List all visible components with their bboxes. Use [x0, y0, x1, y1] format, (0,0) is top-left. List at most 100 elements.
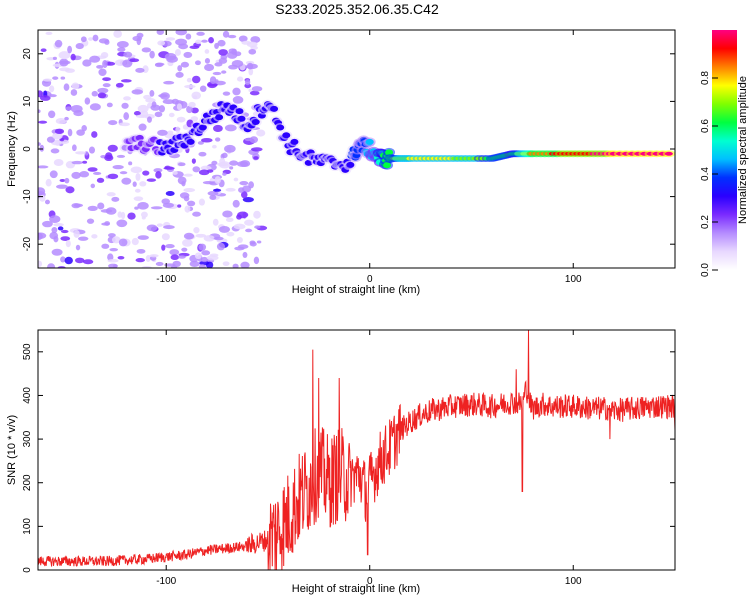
snr-ytick-label: 500 [22, 343, 33, 360]
spectrogram-noise-blob [201, 39, 208, 43]
spectrogram-ridge-blob [186, 138, 195, 145]
spectrogram-noise-blob [108, 233, 116, 238]
spectrogram-noise-blob [250, 36, 261, 44]
spectrogram-noise-blob [139, 181, 147, 187]
spectrogram-noise-blob [54, 39, 63, 48]
spectrogram-noise-blob [89, 55, 101, 63]
spectrogram-noise-blob [184, 205, 191, 213]
spectrogram-noise-blob [221, 152, 228, 159]
spectrogram-noise-blob [209, 76, 217, 84]
spectrogram-noise-blob [236, 161, 249, 168]
spectrogram-noise-blob [241, 191, 248, 199]
spectrogram-noise-blob [190, 116, 199, 122]
spectrogram-xtick-label: 100 [565, 274, 582, 285]
spectrogram-noise-blob [251, 86, 263, 92]
spectrogram-noise-blob [222, 172, 227, 176]
spectrogram-noise-blob [38, 260, 43, 268]
spectrogram-noise-blob [246, 41, 258, 48]
spectrogram-noise-blob [136, 32, 144, 38]
spectrogram-noise-blob [184, 84, 196, 89]
spectrogram-noise-blob [82, 259, 94, 265]
spectrogram-noise-blob [147, 116, 152, 123]
spectrogram-noise-blob [87, 167, 98, 172]
spectrogram-noise-blob [183, 232, 195, 240]
snr-frame [37, 329, 676, 571]
spectrogram-noise-blob [165, 191, 175, 197]
spectrogram-noise-blob [254, 225, 261, 229]
spectrogram-noise-blob [42, 78, 53, 82]
spectrogram-ytick-label: 10 [22, 95, 33, 107]
spectrogram-noise-blob [248, 48, 257, 55]
spectrogram-noise-blob [188, 101, 196, 108]
spectrogram-noise-blob [232, 199, 240, 208]
spectrogram-noise-blob [87, 205, 98, 212]
spectrogram-noise-blob [199, 85, 207, 92]
spectrogram-noise-blob [241, 185, 252, 193]
spectrogram-noise-blob [157, 40, 166, 46]
spectrogram-noise-blob [78, 236, 89, 241]
spectrogram-noise-blob [108, 120, 118, 126]
spectrogram-noise-blob [52, 56, 57, 60]
spectrogram-noise-blob [212, 144, 217, 149]
spectrogram-noise-blob [81, 125, 87, 132]
spectrogram-noise-blob [180, 61, 190, 68]
spectrogram-noise-blob [198, 198, 205, 206]
spectrogram-noise-blob [73, 230, 80, 238]
spectrogram-noise-blob [168, 112, 175, 118]
spectrogram-noise-blob [107, 144, 118, 152]
snr-panel: -100 0 100 0 100 200 300 400 500 Height of strai… [6, 329, 676, 595]
spectrogram-ridge-blob [251, 119, 260, 126]
spectrogram-noise-blob [75, 42, 84, 50]
spectrogram-noise-blob [96, 177, 105, 183]
spectrogram-blobs [38, 30, 675, 268]
spectrogram-noise-blob [163, 166, 175, 170]
spectrogram-noise-blob [135, 114, 148, 118]
spectrogram-noise-blob [158, 93, 168, 98]
spectrogram-noise-blob [198, 151, 207, 157]
spectrogram-noise-blob [194, 252, 202, 260]
spectrogram-noise-blob [213, 124, 223, 133]
spectrogram-noise-blob [221, 70, 227, 74]
spectrogram-noise-blob [56, 184, 68, 189]
spectrogram-noise-blob [225, 187, 236, 192]
spectrogram-noise-blob [84, 97, 91, 105]
colorbar-tick-label: 0.2 [700, 215, 711, 229]
spectrogram-noise-blob [156, 223, 163, 227]
snr-ytick-label: 0 [22, 567, 33, 573]
spectrogram-noise-blob [131, 89, 144, 95]
spectrogram-noise-blob [175, 38, 188, 46]
snr-axes: -100 0 100 0 100 200 300 400 500 [22, 330, 675, 587]
spectrogram-noise-blob [46, 136, 55, 143]
spectrogram-noise-blob [116, 154, 126, 158]
spectrogram-noise-blob [100, 209, 113, 213]
spectrogram-noise-blob [39, 144, 45, 152]
spectrogram-noise-blob [88, 37, 94, 41]
spectrogram-ridge-blob [282, 132, 291, 139]
spectrogram-noise-blob [123, 96, 131, 101]
colorbar-tick-label: 0.8 [700, 71, 711, 85]
spectrogram-noise-blob [143, 94, 152, 100]
spectrogram-noise-blob [200, 165, 212, 171]
spectrogram-noise-blob [71, 160, 83, 165]
spectrogram-noise-blob [136, 248, 146, 254]
spectrogram-noise-blob [40, 48, 47, 53]
spectrogram-noise-blob [217, 39, 226, 47]
spectrogram-noise-blob [101, 243, 110, 249]
spectrogram-noise-blob [212, 71, 222, 76]
spectrogram-noise-blob [102, 60, 108, 68]
spectrogram-noise-blob [238, 35, 248, 43]
spectrogram-noise-blob [116, 219, 128, 228]
spectrogram-noise-blob [145, 255, 151, 263]
spectrogram-noise-blob [195, 233, 207, 238]
snr-series-line [37, 329, 676, 571]
spectrogram-noise-blob [53, 158, 64, 167]
spectrogram-noise-blob [57, 226, 64, 231]
spectrogram-noise-blob [191, 91, 202, 100]
colorbar: 0.0 0.2 0.4 0.6 0.8 Normalized spectral ampl… [700, 30, 749, 277]
spectrogram-noise-blob [137, 202, 149, 210]
spectrogram-ridge-blob [198, 124, 207, 131]
spectrogram-noise-blob [48, 110, 56, 119]
spectrogram-noise-blob [117, 47, 126, 52]
spectrogram-noise-blob [118, 122, 130, 127]
spectrogram-noise-blob [240, 261, 250, 268]
